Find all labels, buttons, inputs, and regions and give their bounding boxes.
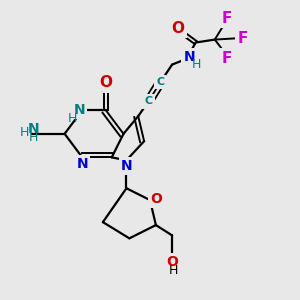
Text: C: C [145,96,153,106]
Text: F: F [222,51,232,66]
Text: N: N [183,50,195,64]
Text: H: H [67,112,77,125]
Text: H: H [192,58,201,70]
Text: N: N [74,103,85,117]
Text: O: O [172,21,184,36]
Text: H: H [28,131,38,144]
Text: H: H [19,126,29,140]
Text: F: F [238,31,248,46]
Text: N: N [28,122,40,136]
Text: O: O [99,75,112,90]
Text: H: H [169,264,178,277]
Text: C: C [156,77,164,87]
Text: N: N [76,157,88,171]
Text: F: F [221,11,232,26]
Text: N: N [121,159,132,173]
Text: O: O [166,255,178,269]
Text: O: O [150,192,162,206]
